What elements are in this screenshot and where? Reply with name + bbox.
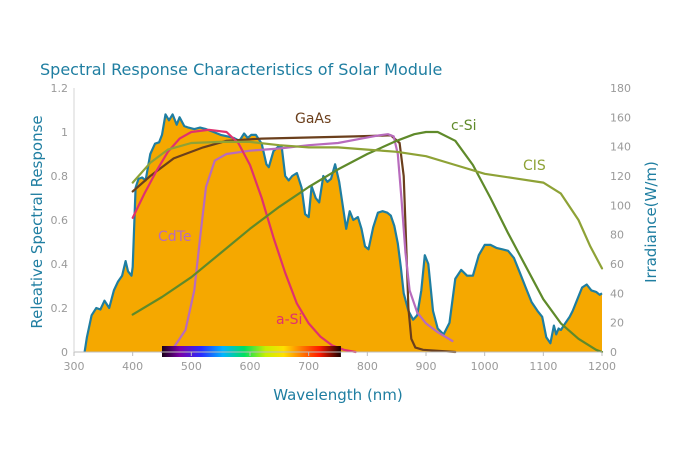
series-label-gaas: GaAs (295, 111, 331, 127)
x-tick-label: 1000 (471, 360, 499, 373)
y2-axis-label: Irradiance(W/m) (642, 161, 660, 283)
response-curves-layer (131, 128, 604, 354)
y-tick-label: 0.4 (51, 258, 69, 271)
irradiance-outline (83, 113, 603, 353)
chart-title: Spectral Response Characteristics of Sol… (40, 60, 442, 79)
y-tick-label: 0.6 (51, 214, 69, 227)
series-line-cis (131, 140, 604, 270)
y-tick-label: 0.2 (51, 302, 69, 315)
x-tick-label: 900 (416, 360, 437, 373)
y-tick-labels: 0 0.2 0.4 0.6 0.8 1 1.2 (51, 82, 69, 359)
x-tick-label: 1100 (529, 360, 557, 373)
y2-tick-label: 160 (610, 111, 631, 124)
x-tick-label: 600 (240, 360, 261, 373)
y-tick-label: 0 (61, 346, 68, 359)
y-tick-label: 0.8 (51, 170, 69, 183)
y2-tick-label: 40 (610, 287, 624, 300)
y-tick-label: 1 (61, 126, 68, 139)
x-tick-label: 700 (298, 360, 319, 373)
x-axis-label: Wavelength (nm) (273, 386, 403, 404)
y2-tick-label: 140 (610, 141, 631, 154)
x-tick-labels: 300 400 500 600 700 800 900 1000 1100 1200 (64, 352, 616, 373)
irradiance-area (84, 114, 603, 353)
series-label-cis: CIS (523, 158, 546, 174)
y-axis-label: Releative Spectral Response (28, 115, 46, 328)
series-label-asi: a-Si (276, 312, 302, 328)
x-tick-label: 300 (64, 360, 85, 373)
series-line-asi (131, 128, 357, 354)
y2-tick-label: 80 (610, 229, 624, 242)
y2-tick-label: 20 (610, 317, 624, 330)
series-label-csi: c-Si (451, 118, 477, 134)
irradiance-area-layer (83, 113, 603, 353)
series-line-csi (131, 130, 604, 354)
series-line-cdte (160, 133, 454, 354)
y2-tick-label: 100 (610, 199, 631, 212)
y2-tick-labels: 0 20 40 60 80 100 120 140 160 180 (610, 82, 631, 359)
series-label-cdte: CdTe (158, 229, 191, 245)
y-tick-label: 1.2 (51, 82, 69, 95)
y2-tick-label: 60 (610, 258, 624, 271)
x-tick-label: 800 (357, 360, 378, 373)
x-tick-label: 1200 (588, 360, 616, 373)
x-tick-label: 500 (181, 360, 202, 373)
x-tick-label: 400 (122, 360, 143, 373)
y2-tick-label: 120 (610, 170, 631, 183)
y2-tick-label: 180 (610, 82, 631, 95)
y2-tick-label: 0 (610, 346, 617, 359)
